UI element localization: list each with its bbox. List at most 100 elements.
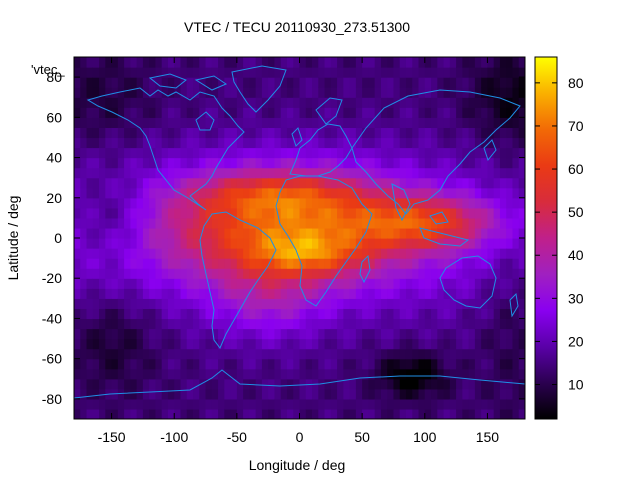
heatmap-cell bbox=[356, 208, 363, 219]
heatmap-cell bbox=[412, 288, 419, 299]
heatmap-cell bbox=[268, 339, 275, 350]
heatmap-cell bbox=[218, 278, 225, 289]
heatmap-cell bbox=[419, 208, 426, 219]
heatmap-cell bbox=[249, 77, 256, 88]
heatmap-cell bbox=[206, 349, 213, 360]
heatmap-cell bbox=[419, 389, 426, 400]
heatmap-cell bbox=[412, 389, 419, 400]
heatmap-cell bbox=[212, 399, 219, 410]
heatmap-cell bbox=[300, 218, 307, 229]
heatmap-cell bbox=[206, 308, 213, 319]
heatmap-cell bbox=[412, 77, 419, 88]
heatmap-cell bbox=[306, 208, 313, 219]
heatmap-cell bbox=[99, 349, 106, 360]
heatmap-cell bbox=[80, 248, 87, 259]
heatmap-cell bbox=[375, 148, 382, 159]
heatmap-cell bbox=[393, 399, 400, 410]
heatmap-cell bbox=[118, 188, 125, 199]
heatmap-cell bbox=[80, 288, 87, 299]
heatmap-cell bbox=[180, 248, 187, 259]
heatmap-cell bbox=[293, 268, 300, 279]
heatmap-cell bbox=[393, 127, 400, 138]
heatmap-cell bbox=[375, 168, 382, 179]
heatmap-cell bbox=[475, 158, 482, 169]
heatmap-cell bbox=[281, 168, 288, 179]
heatmap-cell bbox=[162, 248, 169, 259]
heatmap-cell bbox=[99, 278, 106, 289]
heatmap-cell bbox=[387, 248, 394, 259]
heatmap-cell bbox=[287, 409, 294, 420]
heatmap-cell bbox=[512, 188, 519, 199]
heatmap-cell bbox=[168, 359, 175, 370]
heatmap-cell bbox=[99, 298, 106, 309]
heatmap-cell bbox=[143, 409, 150, 420]
heatmap-cell bbox=[469, 218, 476, 229]
heatmap-cell bbox=[105, 318, 112, 329]
heatmap-cell bbox=[287, 198, 294, 209]
heatmap-cell bbox=[481, 188, 488, 199]
heatmap-cell bbox=[112, 198, 119, 209]
heatmap-cell bbox=[93, 389, 100, 400]
heatmap-cell bbox=[137, 198, 144, 209]
heatmap-cell bbox=[118, 198, 125, 209]
heatmap-cell bbox=[387, 117, 394, 128]
heatmap-cell bbox=[274, 349, 281, 360]
heatmap-cell bbox=[368, 198, 375, 209]
heatmap-cell bbox=[199, 168, 206, 179]
heatmap-cell bbox=[387, 127, 394, 138]
heatmap-cell bbox=[149, 268, 156, 279]
heatmap-cell bbox=[293, 97, 300, 108]
heatmap-cell bbox=[494, 369, 501, 380]
heatmap-cell bbox=[312, 198, 319, 209]
heatmap-cell bbox=[325, 349, 332, 360]
heatmap-cell bbox=[224, 168, 231, 179]
heatmap-cell bbox=[481, 87, 488, 98]
heatmap-cell bbox=[306, 248, 313, 259]
heatmap-cell bbox=[124, 238, 131, 249]
heatmap-cell bbox=[212, 278, 219, 289]
heatmap-cell bbox=[343, 57, 350, 68]
heatmap-cell bbox=[469, 288, 476, 299]
heatmap-cell bbox=[281, 258, 288, 269]
heatmap-cell bbox=[343, 389, 350, 400]
heatmap-cell bbox=[306, 359, 313, 370]
heatmap-cell bbox=[274, 188, 281, 199]
heatmap-cell bbox=[487, 57, 494, 68]
heatmap-cell bbox=[118, 339, 125, 350]
heatmap-cell bbox=[99, 329, 106, 340]
heatmap-cell bbox=[500, 359, 507, 370]
heatmap-cell bbox=[400, 77, 407, 88]
heatmap-cell bbox=[249, 288, 256, 299]
heatmap-cell bbox=[462, 369, 469, 380]
heatmap-cell bbox=[456, 57, 463, 68]
heatmap-cell bbox=[281, 359, 288, 370]
heatmap-cell bbox=[487, 67, 494, 78]
heatmap-cell bbox=[368, 268, 375, 279]
heatmap-cell bbox=[168, 268, 175, 279]
heatmap-cell bbox=[143, 188, 150, 199]
heatmap-cell bbox=[406, 77, 413, 88]
heatmap-cell bbox=[168, 399, 175, 410]
heatmap-cell bbox=[356, 97, 363, 108]
heatmap-cell bbox=[437, 117, 444, 128]
heatmap-cell bbox=[112, 379, 119, 390]
heatmap-cell bbox=[256, 148, 263, 159]
heatmap-cell bbox=[400, 318, 407, 329]
heatmap-cell bbox=[375, 97, 382, 108]
heatmap-cell bbox=[487, 308, 494, 319]
heatmap-cell bbox=[462, 178, 469, 189]
heatmap-cell bbox=[387, 369, 394, 380]
heatmap-cell bbox=[368, 359, 375, 370]
heatmap-cell bbox=[74, 117, 81, 128]
y-tick-label: 40 bbox=[46, 150, 62, 166]
heatmap-cell bbox=[212, 137, 219, 148]
heatmap-cell bbox=[80, 329, 87, 340]
heatmap-cell bbox=[412, 117, 419, 128]
heatmap-cell bbox=[487, 369, 494, 380]
heatmap-cell bbox=[506, 198, 513, 209]
heatmap-cell bbox=[368, 318, 375, 329]
heatmap-cell bbox=[481, 228, 488, 239]
heatmap-cell bbox=[312, 117, 319, 128]
heatmap-cell bbox=[162, 117, 169, 128]
heatmap-cell bbox=[487, 107, 494, 118]
